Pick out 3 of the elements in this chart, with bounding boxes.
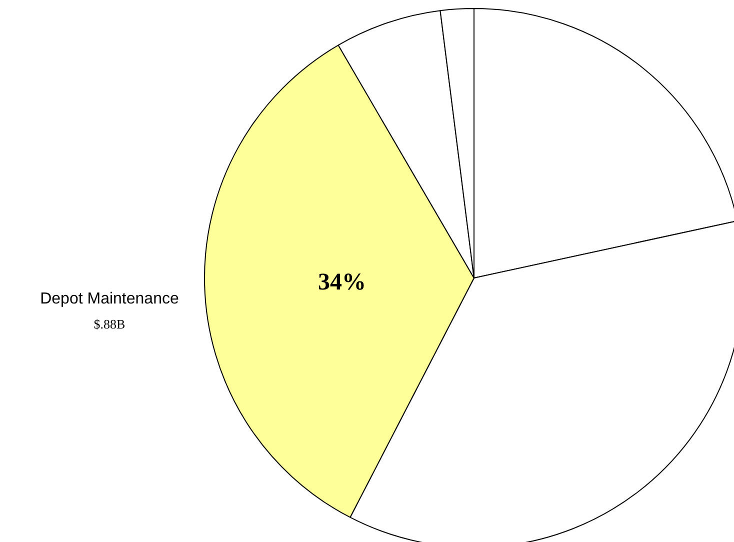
slice-label: Depot Maintenance (40, 290, 179, 308)
data-label: 34% (318, 270, 366, 296)
text: $.88B (94, 316, 126, 332)
